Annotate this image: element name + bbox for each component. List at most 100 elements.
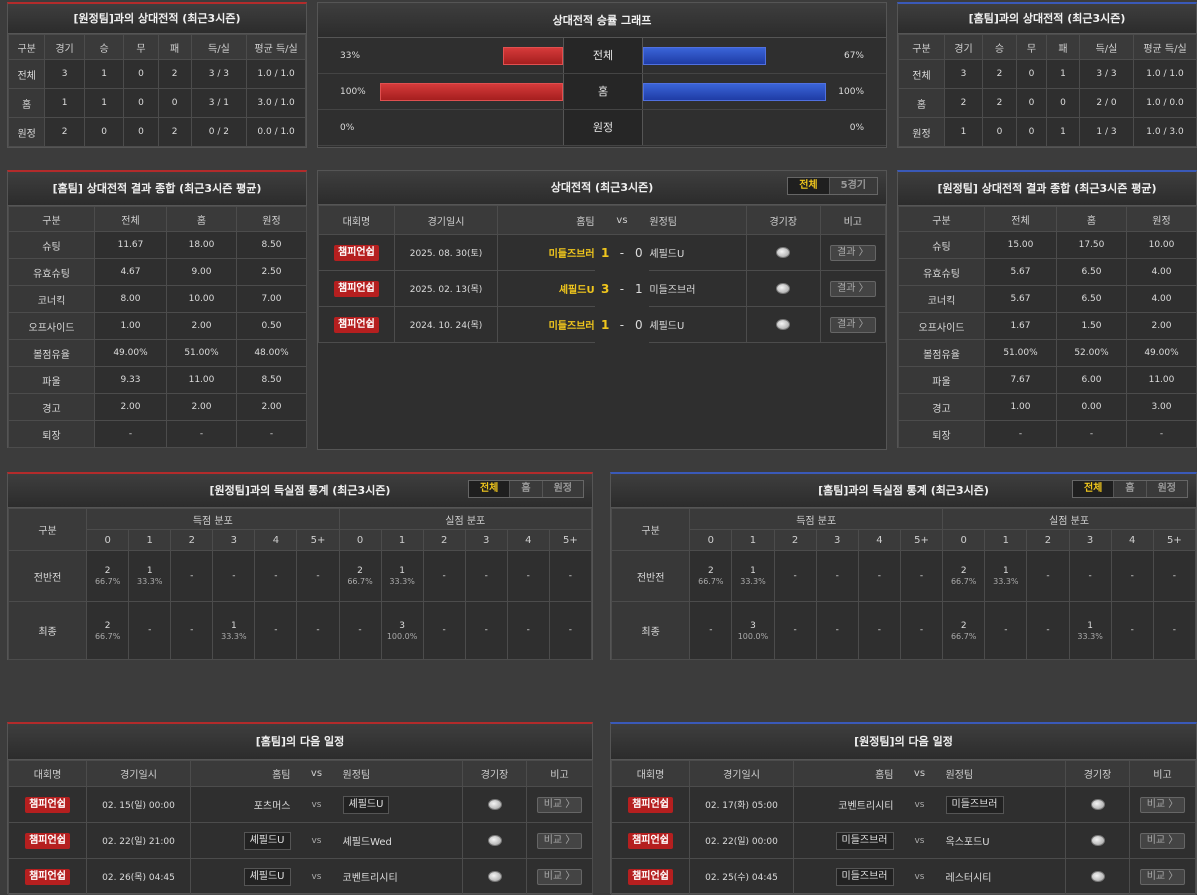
away-team[interactable]: 셰필드U [649, 306, 747, 343]
league-cell: 챔피언쉽 [611, 786, 690, 823]
league-badge[interactable]: 챔피언쉽 [628, 868, 673, 885]
h2h-home-table: 구분 경기 승 무 패 득/실 평균 득/실 전체 3 2 0 1 3 / 3 1.0 / 1.0 홈 2 2 0… [898, 34, 1197, 147]
stadium-icon[interactable] [487, 871, 502, 882]
tab-all[interactable]: 전체 [1072, 481, 1115, 497]
compare-button[interactable]: 비교 〉 [536, 832, 583, 849]
compare-button[interactable]: 비교 〉 [536, 796, 583, 813]
league-badge[interactable]: 챔피언쉽 [25, 832, 70, 849]
panel-title: [원정팀]과의 득실점 통계 (최근3시즌) 전체 홈 원정 [8, 474, 592, 508]
count-value: - [358, 625, 362, 635]
table-row: 경고 2.00 2.00 2.00 [8, 393, 307, 421]
home-team[interactable]: 미들즈브러 [497, 234, 595, 271]
stadium-icon[interactable] [776, 247, 791, 258]
scored-header: 득점 분포 [689, 508, 944, 530]
tab-away[interactable]: 원정 [542, 481, 583, 497]
column-header: 무 [123, 34, 159, 60]
table-cell: - [506, 550, 550, 602]
home-team[interactable]: 미들즈브러 [497, 306, 595, 343]
goal-count-header: 2 [1026, 529, 1070, 551]
goals-home-tabs: 전체 홈 원정 [1071, 480, 1188, 498]
compare-button[interactable]: 비교 〉 [1139, 868, 1186, 885]
compare-button[interactable]: 비교 〉 [1139, 832, 1186, 849]
tab-home[interactable]: 홈 [510, 481, 543, 497]
compare-button[interactable]: 비교 〉 [536, 868, 583, 885]
home-team-cell: 미들즈브러 [793, 858, 894, 895]
goal-count-header: 4 [506, 529, 550, 551]
home-team[interactable]: 코벤트리시티 [838, 801, 894, 812]
away-team[interactable]: 셰필드U [342, 795, 390, 814]
table-cell: - [506, 601, 550, 660]
table-cell: - [422, 550, 466, 602]
home-team[interactable]: 포츠머스 [253, 801, 291, 812]
home-team-cell: 미들즈브러 [793, 822, 894, 859]
fixture-date: 02. 17(화) 05:00 [689, 786, 794, 823]
row-label: 경고 [8, 393, 95, 421]
league-badge[interactable]: 챔피언쉽 [334, 280, 379, 297]
goal-count-header: 0 [338, 529, 382, 551]
fixture-row: 챔피언쉽 02. 15(일) 00:00 포츠머스 vs 셰필드U 비교 〉 [8, 786, 593, 823]
away-team[interactable]: 셰필드Wed [342, 837, 392, 848]
table-cell: - [166, 420, 237, 448]
count-value: - [442, 625, 446, 635]
goal-count-header: 0 [86, 529, 130, 551]
stadium-icon[interactable] [776, 319, 791, 330]
tab-all[interactable]: 전체 [468, 481, 511, 497]
result-button[interactable]: 결과 〉 [830, 244, 876, 261]
column-header: 경기장 [1065, 760, 1130, 787]
away-team[interactable]: 미들즈브러 [945, 795, 1004, 814]
column-header: vs [290, 760, 343, 787]
tab-all[interactable]: 전체 [788, 178, 830, 194]
stadium-icon[interactable] [776, 283, 791, 294]
home-team[interactable]: 셰필드U [243, 831, 291, 850]
stadium-icon[interactable] [487, 799, 502, 810]
home-team[interactable]: 셰필드U [243, 867, 291, 886]
next-away-table: 대회명 경기일시 홈팀 vs 원정팀 경기장 비고 챔피언쉽 02. 17(화) 05:00 코벤… [611, 760, 1196, 895]
league-badge[interactable]: 챔피언쉽 [628, 796, 673, 813]
tab-away[interactable]: 원정 [1146, 481, 1187, 497]
away-team[interactable]: 옥스포드U [945, 837, 990, 848]
league-badge[interactable]: 챔피언쉽 [334, 316, 379, 333]
table-cell: 5.67 [984, 285, 1057, 313]
graph-row: 33% 전체 67% [318, 38, 886, 74]
count-value: - [877, 625, 881, 635]
table-cell: - [464, 601, 508, 660]
stadium-icon[interactable] [1090, 871, 1105, 882]
table-cell: - [1068, 550, 1112, 602]
away-team[interactable]: 셰필드U [649, 234, 747, 271]
table-cell: - [1026, 601, 1070, 660]
home-team[interactable]: 미들즈브러 [835, 831, 894, 850]
tab-5-games[interactable]: 5경기 [829, 178, 877, 194]
away-team[interactable]: 레스터시티 [945, 873, 992, 884]
table-cell: 0 / 2 [190, 117, 248, 147]
percent-value: 66.7% [950, 577, 977, 586]
table-cell: - [254, 550, 298, 602]
stadium-icon[interactable] [1090, 835, 1105, 846]
league-badge[interactable]: 챔피언쉽 [25, 796, 70, 813]
tab-home[interactable]: 홈 [1114, 481, 1147, 497]
home-team[interactable]: 셰필드U [497, 270, 595, 307]
next-away-panel: [원정팀]의 다음 일정 대회명 경기일시 홈팀 vs 원정팀 경기장 비고 챔피언쉽 02. … [610, 722, 1197, 895]
result-button[interactable]: 결과 〉 [830, 280, 876, 297]
league-badge[interactable]: 챔피언쉽 [628, 832, 673, 849]
league-badge[interactable]: 챔피언쉽 [25, 868, 70, 885]
goal-count-header: 2 [773, 529, 817, 551]
goal-count-header: 5+ [296, 529, 340, 551]
stadium-icon[interactable] [487, 835, 502, 846]
home-team[interactable]: 미들즈브러 [835, 867, 894, 886]
away-team[interactable]: 코벤트리시티 [342, 873, 398, 884]
table-cell: - [1110, 601, 1154, 660]
league-badge[interactable]: 챔피언쉽 [334, 244, 379, 261]
column-header: 전체 [94, 206, 167, 232]
percent-value: 33.3% [137, 577, 163, 586]
table-cell: 0 [157, 88, 192, 118]
goal-count-header: 1 [984, 529, 1028, 551]
table-cell: 3 / 3 [1079, 59, 1134, 89]
table-cell: 1.00 [984, 393, 1057, 421]
table-cell: 6.50 [1056, 258, 1127, 286]
away-team[interactable]: 미들즈브러 [649, 270, 747, 307]
result-button[interactable]: 결과 〉 [830, 316, 876, 333]
row-label: 오프사이드 [8, 312, 95, 340]
compare-button[interactable]: 비교 〉 [1139, 796, 1186, 813]
stadium-icon[interactable] [1090, 799, 1105, 810]
row-label: 퇴장 [8, 420, 95, 448]
